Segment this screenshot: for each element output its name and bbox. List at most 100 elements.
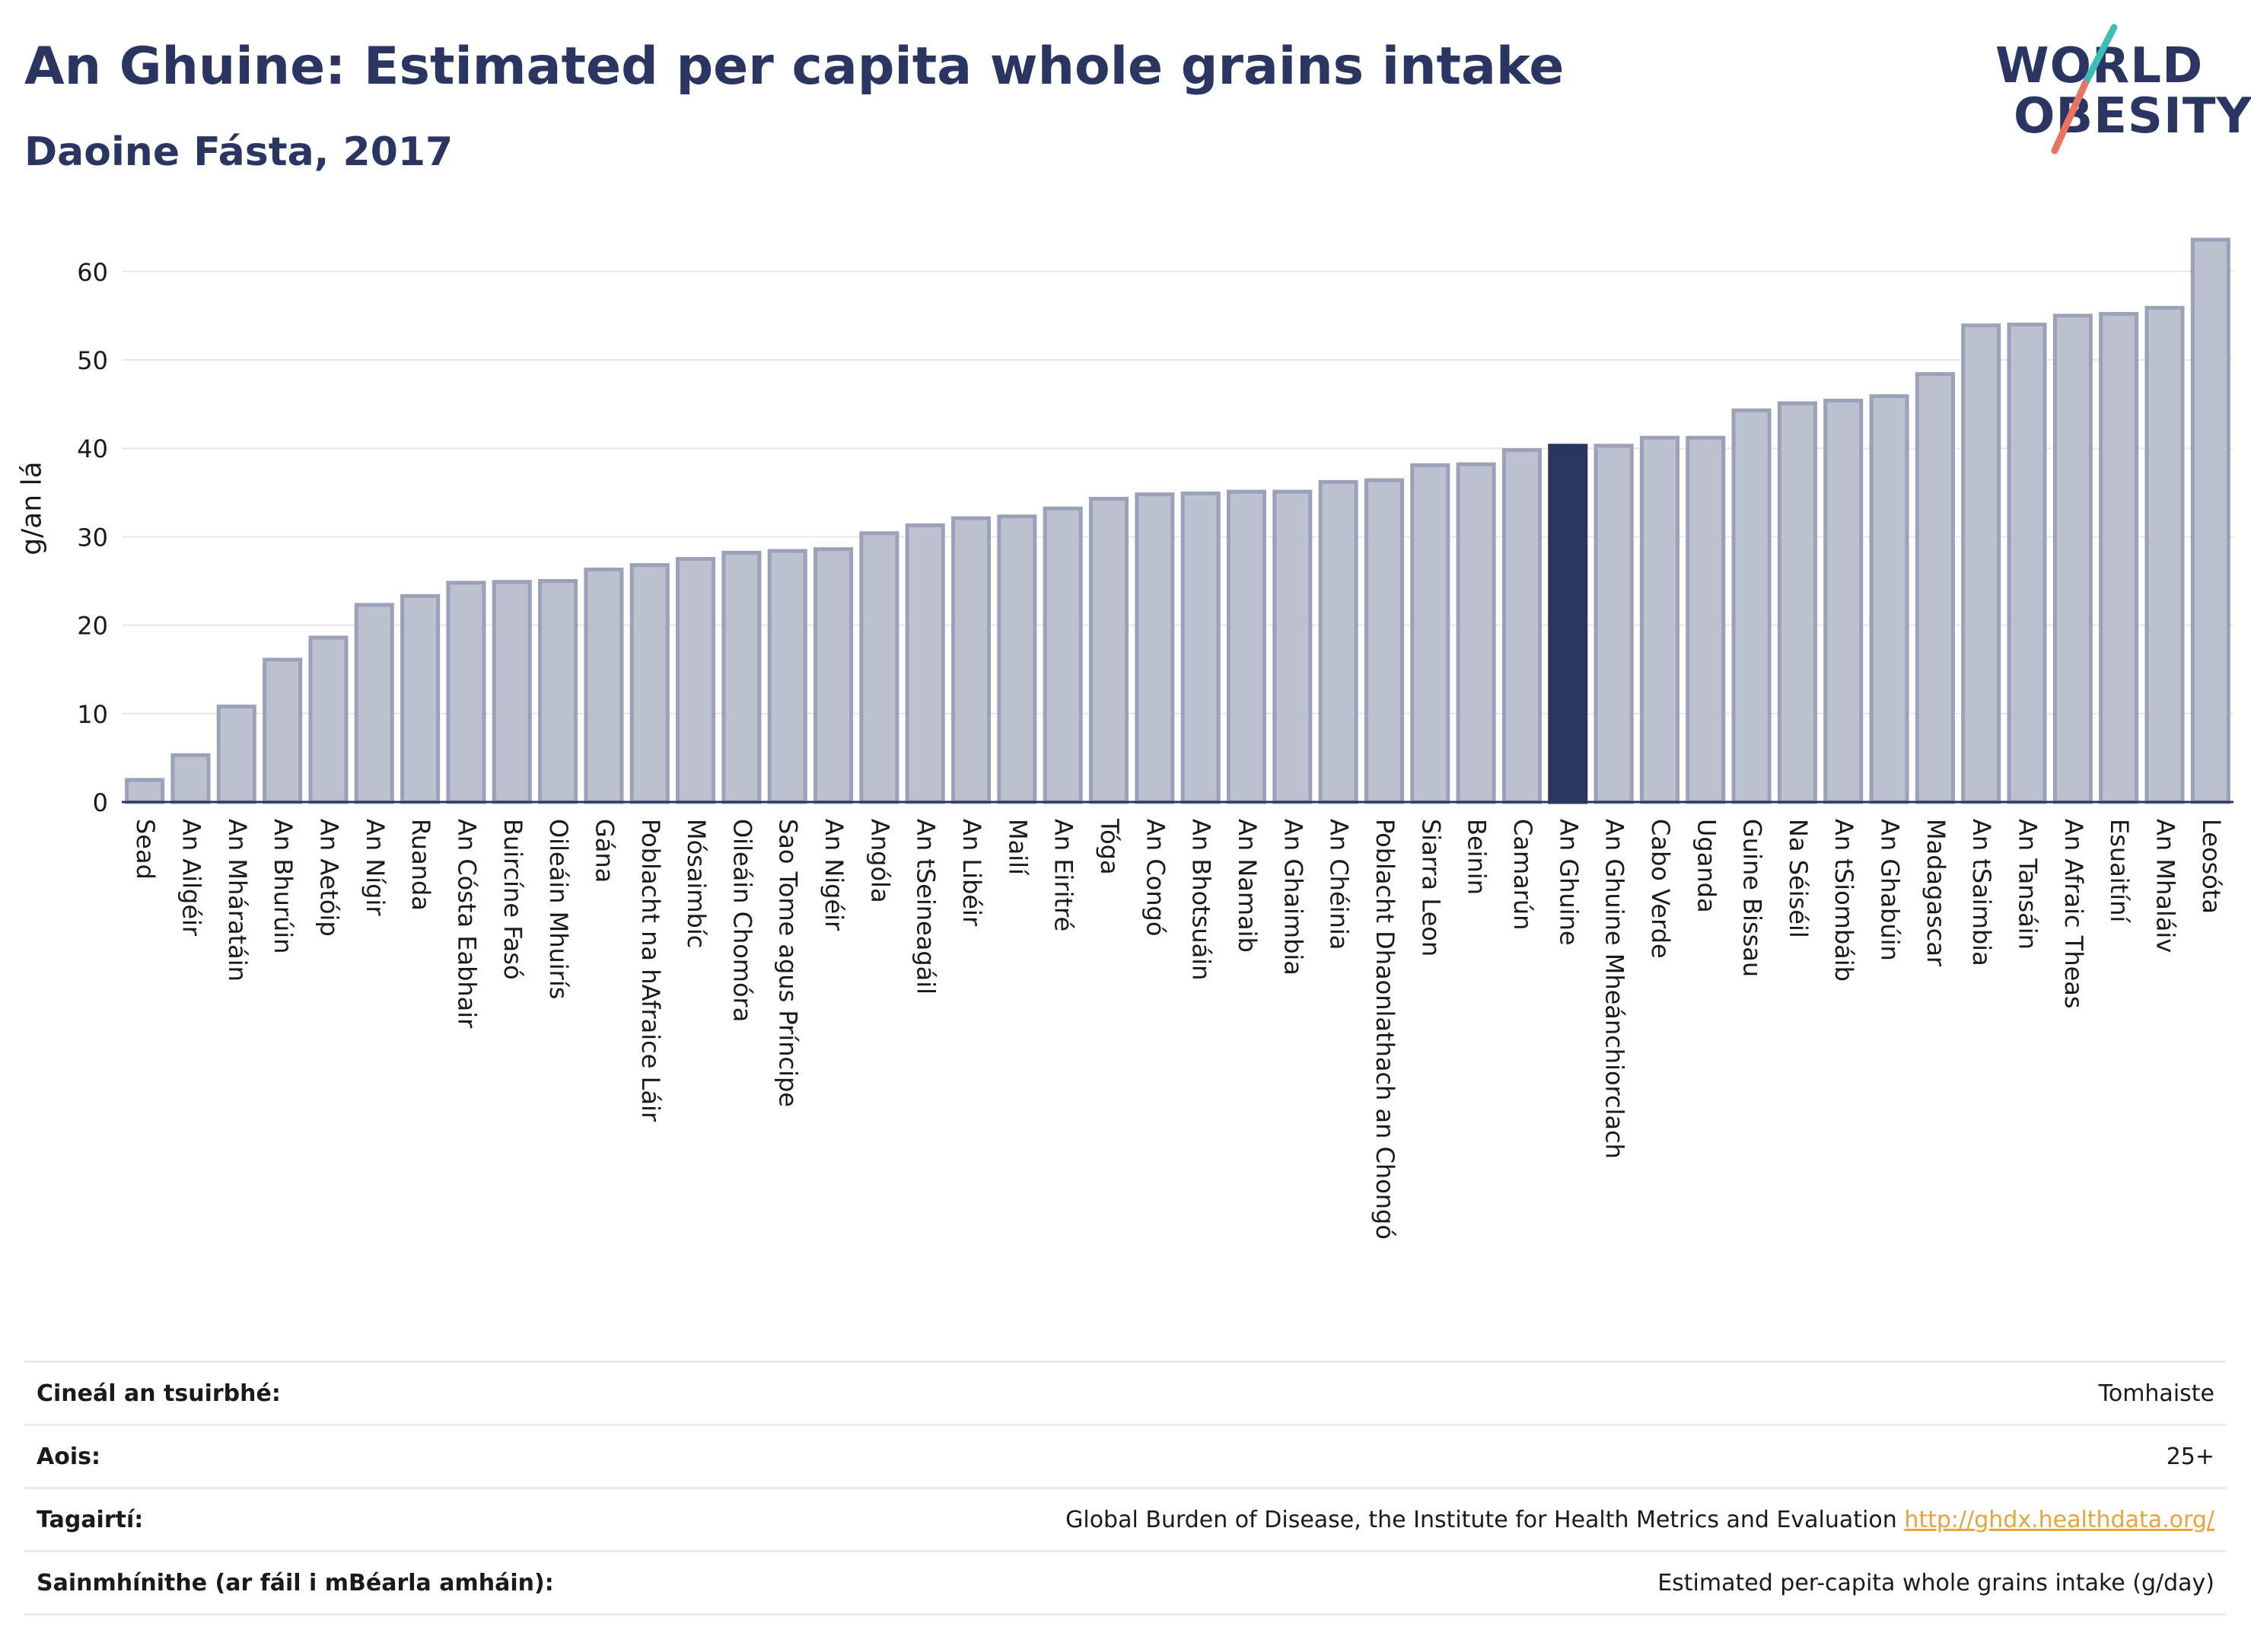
bar bbox=[1180, 491, 1221, 804]
x-tick-label: Buircíne Fasó bbox=[498, 819, 527, 980]
bar bbox=[2099, 312, 2139, 804]
bar bbox=[767, 549, 807, 804]
x-tick-label: Mailí bbox=[1003, 819, 1032, 876]
info-value: Estimated per-capita whole grains intake… bbox=[719, 1550, 2227, 1615]
bar bbox=[1823, 398, 1864, 804]
bar bbox=[1731, 408, 1772, 804]
bar bbox=[2144, 305, 2185, 804]
bar bbox=[813, 547, 854, 804]
bar bbox=[1594, 444, 1634, 804]
reference-link[interactable]: http://ghdx.healthdata.org/ bbox=[1904, 1506, 2214, 1533]
bar bbox=[1043, 506, 1083, 804]
x-tick-label: An Tansáin bbox=[2014, 819, 2042, 950]
info-value-text: Estimated per-capita whole grains intake… bbox=[1657, 1569, 2214, 1596]
bar bbox=[1226, 489, 1267, 804]
y-tick-label: 10 bbox=[77, 700, 108, 729]
bar bbox=[446, 581, 486, 804]
y-tick-label: 20 bbox=[77, 612, 108, 641]
bar bbox=[1272, 489, 1313, 804]
bar bbox=[1364, 478, 1404, 804]
x-tick-label: An Cósta Eabhair bbox=[452, 819, 481, 1029]
bar bbox=[1088, 496, 1129, 804]
chart-title: An Ghuine: Estimated per capita whole gr… bbox=[24, 37, 1565, 97]
info-row: Tagairtí: Global Burden of Disease, the I… bbox=[24, 1487, 2227, 1552]
x-tick-label: Poblacht Dhaonlathach an Chongó bbox=[1371, 819, 1399, 1240]
info-value-text: Tomhaiste bbox=[2098, 1380, 2214, 1407]
x-tick-label: An Nigéir bbox=[820, 819, 849, 931]
bar bbox=[629, 563, 670, 804]
x-tick-label: Ruanda bbox=[406, 819, 435, 911]
info-row: Sainmhínithe (ar fáil i mBéarla amháin):… bbox=[24, 1550, 2227, 1615]
bar bbox=[584, 567, 624, 804]
bar bbox=[1135, 492, 1175, 804]
info-table: Cineál an tsuirbhé: Tomhaiste Aois: 25+ Taga… bbox=[24, 1361, 2227, 1615]
bar bbox=[1318, 479, 1358, 804]
logo-slash-icon bbox=[2051, 24, 2118, 154]
x-tick-label: An Ghuine bbox=[1554, 819, 1583, 946]
x-tick-label: An Chéinia bbox=[1325, 819, 1354, 950]
info-row: Aois: 25+ bbox=[24, 1424, 2227, 1489]
x-tick-label: An Congó bbox=[1141, 819, 1170, 936]
bar bbox=[308, 635, 349, 804]
bar bbox=[125, 778, 165, 804]
bar bbox=[2052, 314, 2093, 804]
x-tick-label: Mósaimbíc bbox=[682, 819, 711, 948]
x-tick-label: Leosóta bbox=[2197, 819, 2226, 914]
bar bbox=[2190, 237, 2230, 804]
world-obesity-logo: WORLD OBESITY bbox=[1979, 21, 2251, 166]
x-tick-label: An Ghaimbia bbox=[1278, 819, 1307, 976]
x-tick-label: Tóga bbox=[1095, 818, 1124, 875]
bar bbox=[859, 531, 899, 804]
bar bbox=[1639, 435, 1679, 804]
bar bbox=[1915, 372, 1955, 804]
bar bbox=[1456, 462, 1496, 804]
x-tick-label: Siarra Leon bbox=[1416, 819, 1445, 957]
x-tick-label: Sao Tome agus Príncipe bbox=[774, 819, 803, 1107]
bar-chart: 0 10 20 30 40 50 60 Sead An Ailgéir An Mháratáin A… bbox=[77, 237, 2233, 1240]
x-tick-label: Na Séiséil bbox=[1784, 819, 1813, 938]
bar bbox=[400, 594, 441, 804]
y-tick-label: 40 bbox=[77, 434, 108, 463]
bar bbox=[354, 603, 394, 804]
bar bbox=[1410, 463, 1450, 804]
x-tick-label: An Bhurúin bbox=[269, 819, 298, 953]
logo-text-world: WORLD bbox=[1995, 38, 2204, 94]
x-tick-label: An Mhaláiv bbox=[2151, 819, 2180, 953]
bar bbox=[2007, 323, 2047, 804]
chart-subtitle: Daoine Fásta, 2017 bbox=[24, 129, 454, 175]
x-tick-label: Oileáin Mhuirís bbox=[544, 819, 573, 999]
info-key: Sainmhínithe (ar fáil i mBéarla amháin): bbox=[24, 1550, 720, 1615]
x-tick-label: Angóla bbox=[865, 819, 894, 903]
info-value: Tomhaiste bbox=[719, 1361, 2227, 1426]
x-tick-label: An Afraic Theas bbox=[2059, 819, 2088, 1009]
info-key: Aois: bbox=[24, 1424, 720, 1489]
x-tick-label: An Mháratáin bbox=[223, 819, 252, 982]
y-tick-label: 30 bbox=[77, 523, 108, 552]
x-tick-label: An tSaimbia bbox=[1967, 819, 1996, 966]
x-tick-label: An Libéir bbox=[957, 819, 986, 927]
info-value-text: 25+ bbox=[2166, 1443, 2214, 1470]
bar bbox=[997, 514, 1037, 804]
info-value: Global Burden of Disease, the Institute … bbox=[719, 1487, 2227, 1552]
x-tick-label: Poblacht na hAfraice Láir bbox=[636, 819, 665, 1122]
bar bbox=[951, 516, 992, 804]
bar bbox=[676, 556, 716, 804]
bar-highlighted bbox=[1548, 444, 1588, 804]
bar bbox=[263, 657, 303, 804]
x-tick-label: Oileáin Chomóra bbox=[728, 819, 756, 1022]
x-tick-label: An tSeineagáil bbox=[912, 819, 941, 995]
y-tick-label: 50 bbox=[77, 346, 108, 375]
x-tick-label: An Ailgéir bbox=[177, 819, 205, 937]
info-key: Cineál an tsuirbhé: bbox=[24, 1361, 720, 1426]
x-tick-label: Beinin bbox=[1463, 819, 1492, 895]
bar bbox=[1501, 448, 1542, 804]
x-tick-label: An Namaib bbox=[1233, 819, 1262, 953]
y-tick-label: 60 bbox=[77, 258, 108, 287]
info-value: 25+ bbox=[719, 1424, 2227, 1489]
x-tick-label: An Bhotsuáin bbox=[1187, 819, 1216, 980]
bar bbox=[1961, 323, 2001, 804]
x-tick-label: An tSiombáib bbox=[1829, 819, 1858, 982]
bar bbox=[538, 579, 578, 804]
x-tick-label: An Ghabúin bbox=[1876, 819, 1905, 961]
y-tick-label: 0 bbox=[93, 788, 108, 817]
